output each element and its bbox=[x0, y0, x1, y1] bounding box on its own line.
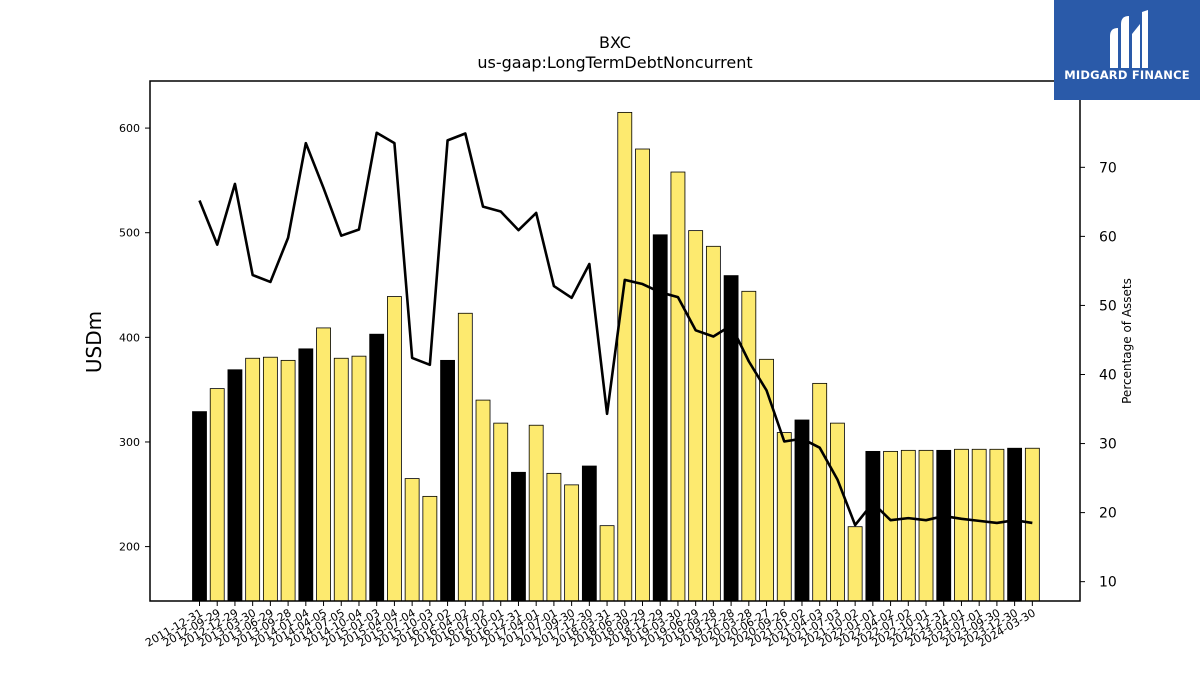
pct-of-assets-line bbox=[198, 131, 1033, 527]
bar bbox=[262, 356, 278, 602]
y2-tick-label: 30 bbox=[1099, 437, 1117, 453]
bar bbox=[546, 472, 562, 602]
bar bbox=[741, 290, 757, 602]
bar bbox=[440, 359, 455, 602]
bar bbox=[954, 448, 969, 602]
bar bbox=[759, 358, 774, 602]
bar bbox=[209, 388, 225, 602]
bar bbox=[918, 449, 934, 602]
bar bbox=[812, 382, 828, 602]
bar bbox=[316, 327, 331, 602]
bar bbox=[865, 450, 881, 602]
y2-tick-label: 70 bbox=[1099, 160, 1117, 176]
bar bbox=[776, 432, 792, 602]
logo-mark-icon bbox=[1110, 10, 1148, 68]
bar bbox=[422, 495, 438, 602]
y-tick-label: 400 bbox=[119, 331, 140, 344]
bar bbox=[971, 448, 987, 602]
bar bbox=[794, 419, 810, 602]
bar bbox=[599, 525, 615, 602]
plot-frame bbox=[149, 80, 1081, 602]
bar bbox=[404, 478, 420, 602]
y2-tick-label: 10 bbox=[1099, 575, 1117, 591]
y2-axis-label: Percentage of Assets bbox=[1120, 278, 1134, 404]
bar bbox=[227, 369, 243, 602]
bar bbox=[1024, 447, 1040, 602]
bar bbox=[564, 484, 580, 602]
bar bbox=[883, 450, 898, 602]
brand-logo: MIDGARD FINANCE bbox=[1054, 0, 1200, 100]
bar bbox=[581, 465, 597, 602]
bar bbox=[670, 171, 686, 602]
bar bbox=[705, 245, 721, 602]
y2-tick-label: 20 bbox=[1099, 506, 1117, 522]
chart-subtitle: us-gaap:LongTermDebtNoncurrent bbox=[477, 53, 752, 72]
y-tick-label: 200 bbox=[119, 541, 140, 554]
y2-tick-label: 40 bbox=[1099, 367, 1117, 383]
bar bbox=[298, 348, 314, 602]
bar bbox=[635, 148, 650, 602]
pct-line-group bbox=[198, 131, 1033, 527]
bar bbox=[475, 399, 491, 602]
y-axis-label: USDm bbox=[82, 311, 106, 373]
chart-title: BXC bbox=[599, 33, 631, 52]
bar bbox=[989, 448, 1005, 602]
bar bbox=[351, 355, 367, 602]
bar bbox=[333, 357, 349, 602]
brand-name: MIDGARD FINANCE bbox=[1064, 68, 1190, 82]
bar bbox=[1007, 447, 1023, 602]
y-tick-label: 600 bbox=[119, 122, 140, 135]
bar bbox=[369, 333, 385, 602]
y2-tick-label: 50 bbox=[1099, 298, 1117, 314]
bar bbox=[688, 230, 704, 602]
bar bbox=[511, 471, 526, 602]
y-tick-label: 300 bbox=[119, 436, 140, 449]
bar bbox=[493, 422, 509, 602]
bar bbox=[457, 312, 473, 602]
bar bbox=[900, 449, 916, 602]
bar bbox=[847, 526, 863, 602]
y2-tick-label: 60 bbox=[1099, 229, 1117, 245]
bar bbox=[617, 111, 633, 602]
bar bbox=[830, 422, 845, 602]
y-tick-label: 500 bbox=[119, 227, 140, 240]
axes-group: 200300400500600102030405060702011-12-312… bbox=[119, 122, 1117, 649]
bar bbox=[192, 411, 207, 602]
bar bbox=[280, 359, 296, 602]
bar bbox=[245, 357, 261, 602]
bar bbox=[936, 449, 952, 602]
bar bbox=[387, 296, 402, 602]
bar bbox=[528, 424, 544, 602]
